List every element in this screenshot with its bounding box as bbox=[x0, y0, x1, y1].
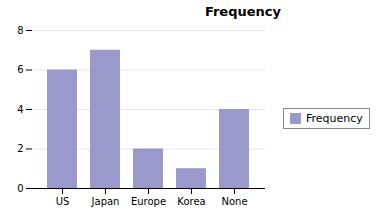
svg-text:Europe: Europe bbox=[131, 196, 166, 207]
svg-text:US: US bbox=[56, 196, 70, 207]
html-text:Frequency: Frequency bbox=[306, 111, 363, 125]
svg-text:0: 0 bbox=[17, 183, 23, 194]
svg-text:6: 6 bbox=[17, 64, 23, 75]
svg-text:8: 8 bbox=[17, 25, 23, 36]
svg-text:None: None bbox=[221, 196, 247, 207]
svg-text:Japan: Japan bbox=[91, 196, 120, 207]
svg-text:2: 2 bbox=[17, 143, 23, 154]
svg-text:4: 4 bbox=[17, 104, 23, 115]
html-text:Frequency: Frequency bbox=[204, 4, 281, 19]
svg-text:Korea: Korea bbox=[177, 196, 205, 207]
